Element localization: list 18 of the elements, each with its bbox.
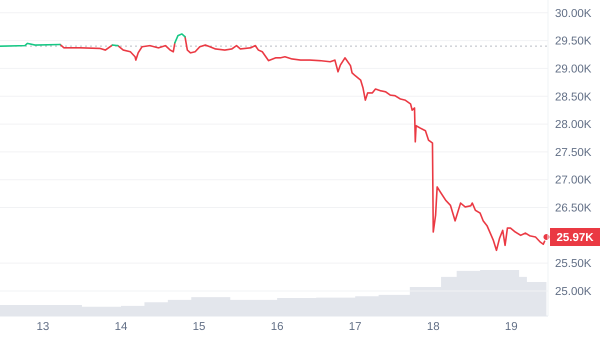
x-tick-label: 17 — [348, 321, 362, 333]
y-tick-label: 25.50K — [555, 258, 592, 270]
y-tick-label: 28.50K — [555, 91, 592, 104]
y-tick-label: 27.00K — [555, 174, 592, 187]
x-tick-label: 14 — [114, 321, 128, 333]
annotation: 25.97K — [556, 232, 594, 244]
x-tick-label: 13 — [36, 321, 50, 333]
y-tick-label: 30.00K — [555, 8, 592, 20]
y-tick-label: 25.00K — [555, 286, 592, 298]
y-tick-label: 29.50K — [555, 36, 592, 48]
x-tick-label: 15 — [192, 321, 206, 333]
y-tick-label: 28.00K — [555, 119, 592, 132]
x-tick-label: 19 — [504, 321, 518, 333]
y-tick-label: 29.00K — [555, 63, 592, 76]
y-tick-label: 27.50K — [555, 146, 592, 159]
x-tick-label: 16 — [270, 321, 284, 333]
y-tick-label: 26.50K — [555, 202, 592, 215]
x-tick-label: 18 — [426, 321, 440, 333]
